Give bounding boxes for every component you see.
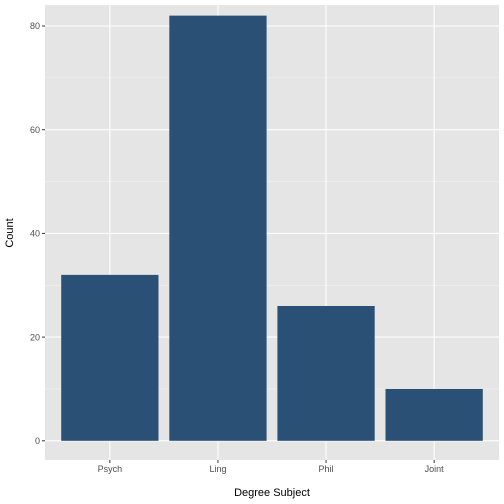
y-tick-label: 0: [35, 436, 40, 446]
x-tick-label: Joint: [425, 464, 445, 474]
y-tick-label: 20: [30, 332, 40, 342]
x-tick-label: Phil: [319, 464, 334, 474]
bar-joint: [385, 388, 483, 441]
y-tick-label: 80: [30, 21, 40, 31]
y-tick-label: 60: [30, 125, 40, 135]
bar-ling: [169, 15, 267, 441]
x-tick-label: Psych: [98, 464, 123, 474]
bars: [61, 15, 483, 441]
y-axis: 0 20 40 60 80: [30, 21, 45, 446]
x-axis-title: Degree Subject: [234, 487, 310, 499]
x-axis: Psych Ling Phil Joint: [98, 460, 445, 474]
y-tick-label: 40: [30, 229, 40, 239]
bar-psych: [61, 274, 159, 441]
y-axis-title: Count: [4, 218, 16, 247]
x-tick-label: Ling: [209, 464, 226, 474]
bar-phil: [277, 305, 375, 441]
